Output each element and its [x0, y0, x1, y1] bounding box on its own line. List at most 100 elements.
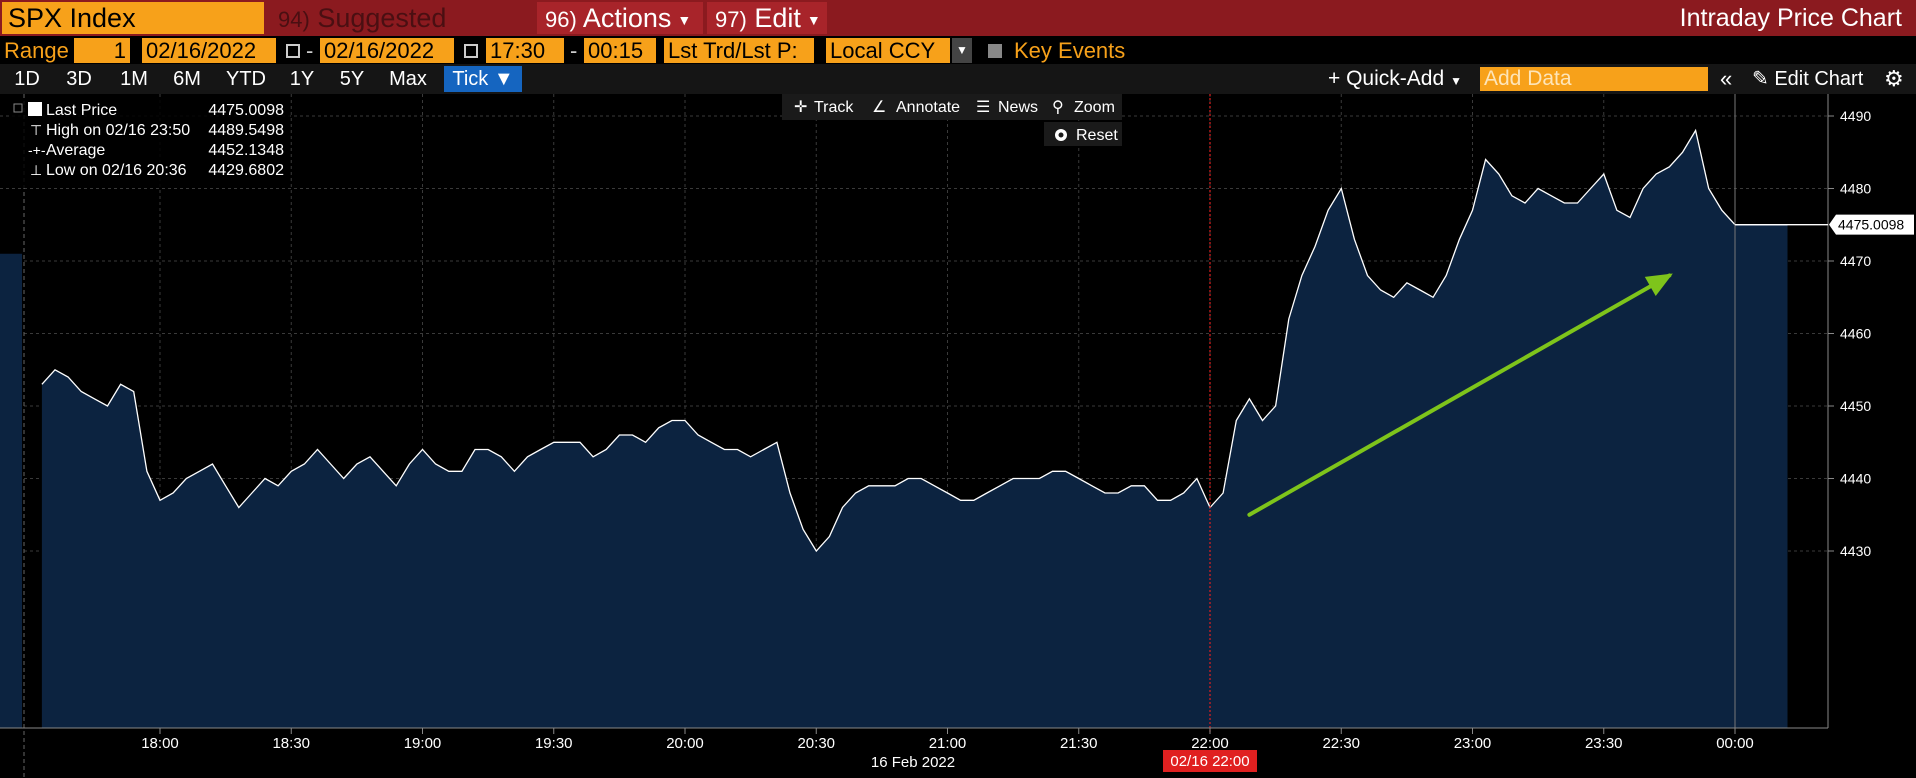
chevron-down-icon: ▼: [677, 11, 692, 28]
chart-markers: [1209, 94, 1736, 734]
currency-dropdown-icon[interactable]: ▼: [952, 38, 972, 63]
x-tick-label: 20:00: [666, 735, 704, 752]
y-tick-label: 4460: [1840, 326, 1871, 342]
last-price-tag-label: 4475.0098: [1838, 217, 1904, 233]
collapse-legend-icon[interactable]: [13, 103, 23, 113]
price-type-field[interactable]: Lst Trd/Lst P:: [664, 38, 814, 63]
x-axis: 18:00 18:30 19:00 19:30 20:00 20:30 21:00 21:30…: [0, 727, 1828, 772]
y-axis: 4430 4440 4450 4460 4470 4480 4490 4475.0098: [1735, 94, 1914, 728]
start-date-field[interactable]: 02/16/2022: [142, 38, 276, 63]
magnifier-icon: ⚲: [1052, 99, 1064, 116]
pen-icon: ∠: [872, 99, 886, 116]
x-axis-date-label: 16 Feb 2022: [871, 754, 955, 771]
news-button[interactable]: ☰ News: [976, 99, 1038, 116]
start-time-field[interactable]: 17:30: [486, 38, 564, 63]
title-bar: SPX Index 94) Suggested Charts 96) Actio…: [0, 0, 1916, 67]
key-events-checkbox[interactable]: [988, 44, 1002, 58]
range-value-field[interactable]: 1: [74, 38, 130, 63]
x-tick-label: 19:30: [535, 735, 573, 752]
x-tick-label: 22:00: [1191, 735, 1229, 752]
chart-tool-toolbar: ✛ Track ∠ Annotate ☰ News ⚲ Zoom Reset: [782, 94, 1122, 146]
quick-add-button[interactable]: + Quick-Add ▼: [1328, 67, 1463, 90]
period-1y-button[interactable]: 1Y: [289, 68, 315, 90]
end-date-field[interactable]: 02/16/2022: [320, 38, 454, 63]
x-tick-label: 23:00: [1454, 735, 1492, 752]
period-tick-button[interactable]: Tick ▼: [444, 66, 522, 92]
track-button[interactable]: ✛ Track: [794, 99, 854, 116]
zoom-label: Zoom: [1074, 99, 1115, 116]
price-line: [41, 128, 1788, 553]
x-tick-label: 18:30: [272, 735, 310, 752]
range-bar: Range 1 02/16/2022 - 02/16/2022 17:30 - …: [0, 36, 1916, 64]
legend-low-value: 4429.6802: [208, 162, 284, 179]
zoom-button[interactable]: ⚲ Zoom: [1052, 99, 1115, 116]
y-tick-label: 4480: [1840, 181, 1871, 197]
high-marker-icon: ⊤: [30, 122, 42, 138]
low-marker-icon: ⊥: [30, 162, 42, 178]
collapse-icon[interactable]: «: [1720, 66, 1733, 91]
intraday-price-chart[interactable]: 4430 4440 4450 4460 4470 4480 4490 4475.0098 18…: [0, 94, 1916, 778]
add-data-input[interactable]: [1480, 67, 1708, 91]
trend-arrow-head-icon: [1644, 273, 1673, 296]
y-tick-label: 4440: [1840, 471, 1871, 487]
x-tick-label: 00:00: [1716, 735, 1754, 752]
time-dash: -: [570, 38, 578, 63]
y-tick-label: 4430: [1840, 543, 1871, 559]
period-ytd-button[interactable]: YTD: [226, 68, 266, 90]
prior-area-stub: [0, 253, 22, 728]
range-dash: -: [306, 38, 314, 63]
key-events-label: Key Events: [1014, 38, 1126, 63]
annotate-button[interactable]: ∠ Annotate: [872, 99, 960, 116]
x-tick-label: 18:00: [141, 735, 179, 752]
marker-label-background: [1163, 750, 1257, 772]
x-tick-label: 23:30: [1585, 735, 1623, 752]
period-5y-button[interactable]: 5Y: [339, 68, 365, 90]
trend-arrow-shaft: [1247, 273, 1672, 517]
news-icon: ☰: [976, 99, 990, 116]
news-label: News: [998, 99, 1038, 116]
end-time-field[interactable]: 00:15: [584, 38, 656, 63]
x-tick-label: 22:30: [1322, 735, 1360, 752]
track-label: Track: [814, 99, 854, 116]
chart-legend: Last Price 4475.0098 ⊤ High on 02/16 23:…: [10, 98, 290, 188]
currency-field[interactable]: Local CCY: [826, 38, 950, 63]
chevron-down-icon: ▼: [1450, 74, 1463, 88]
period-6m-button[interactable]: 6M: [173, 68, 201, 90]
calendar-icon[interactable]: [464, 44, 478, 58]
period-1d-button[interactable]: 1D: [14, 68, 40, 90]
legend-last-price-value: 4475.0098: [208, 102, 284, 119]
x-tick-label: 19:00: [404, 735, 442, 752]
last-price-swatch-icon: [28, 102, 42, 116]
gear-icon[interactable]: ⚙: [1884, 66, 1904, 91]
last-price-tag: [1829, 214, 1914, 235]
legend-low-label: Low on 02/16 20:36: [46, 162, 187, 179]
y-tick-label: 4490: [1840, 108, 1871, 124]
average-marker-icon: -+-: [28, 142, 46, 158]
period-3d-button[interactable]: 3D: [66, 68, 92, 90]
legend-average-value: 4452.1348: [208, 142, 284, 159]
window-title: Intraday Price Chart: [1679, 4, 1902, 32]
period-max-button[interactable]: Max: [389, 68, 427, 90]
range-label: Range: [4, 38, 69, 63]
price-area-fill: [41, 130, 1788, 728]
legend-high-value: 4489.5498: [208, 122, 284, 139]
suggested-charts-button[interactable]: 94) Suggested Charts: [270, 2, 532, 67]
y-tick-label: 4450: [1840, 398, 1871, 414]
edit-menu-button[interactable]: 97) Edit ▼: [707, 2, 827, 34]
period-1m-button[interactable]: 1M: [120, 68, 148, 90]
pencil-icon: ✎: [1752, 68, 1769, 90]
security-ticker-field[interactable]: SPX Index: [2, 2, 264, 34]
calendar-icon[interactable]: [286, 44, 300, 58]
legend-average-label: Average: [46, 142, 105, 159]
x-tick-label: 21:30: [1060, 735, 1098, 752]
marker-label: 02/16 22:00: [1170, 753, 1249, 770]
price-area: [0, 128, 1788, 728]
chevron-down-icon: ▼: [806, 11, 821, 28]
annotate-label: Annotate: [896, 99, 960, 116]
actions-menu-button[interactable]: 96) Actions ▼: [537, 2, 703, 34]
x-tick-label: 20:30: [797, 735, 835, 752]
edit-chart-button[interactable]: ✎ Edit Chart: [1752, 68, 1864, 90]
legend-last-price-label: Last Price: [46, 102, 117, 119]
reset-button[interactable]: Reset: [1044, 122, 1122, 146]
crosshair-icon: ✛: [794, 99, 807, 116]
